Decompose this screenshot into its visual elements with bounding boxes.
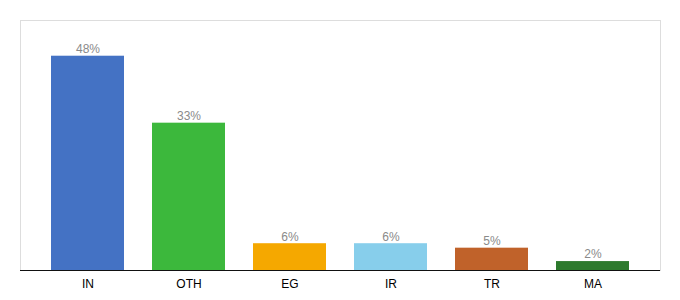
svg-text:33%: 33% [177, 109, 201, 123]
svg-text:6%: 6% [382, 230, 400, 244]
svg-text:IN: IN [82, 277, 94, 291]
svg-text:6%: 6% [281, 230, 299, 244]
svg-text:IR: IR [385, 277, 397, 291]
svg-text:OTH: OTH [176, 277, 201, 291]
svg-text:MA: MA [584, 277, 602, 291]
svg-text:TR: TR [484, 277, 500, 291]
svg-text:2%: 2% [584, 247, 602, 261]
svg-text:48%: 48% [76, 42, 100, 56]
svg-text:5%: 5% [483, 234, 501, 248]
svg-text:EG: EG [281, 277, 298, 291]
